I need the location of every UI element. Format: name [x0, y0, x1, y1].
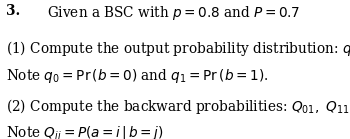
- Text: 3.: 3.: [6, 4, 21, 18]
- Text: (1) Compute the output probability distribution: $q_0$ and $q_1$.: (1) Compute the output probability distr…: [6, 39, 350, 58]
- Text: (2) Compute the backward probabilities: $Q_{01},\ Q_{11}$.: (2) Compute the backward probabilities: …: [6, 97, 350, 116]
- Text: Note $q_0 = \mathrm{Pr}\,(b = 0)$ and $q_1 = \mathrm{Pr}\,(b = 1)$.: Note $q_0 = \mathrm{Pr}\,(b = 0)$ and $q…: [6, 67, 269, 85]
- Text: Given a BSC with $p = 0.8$ and $P = 0.7$: Given a BSC with $p = 0.8$ and $P = 0.7$: [47, 4, 300, 22]
- Text: Note $Q_{ij} = P(a = i\,|\,b = j)$: Note $Q_{ij} = P(a = i\,|\,b = j)$: [6, 124, 164, 139]
